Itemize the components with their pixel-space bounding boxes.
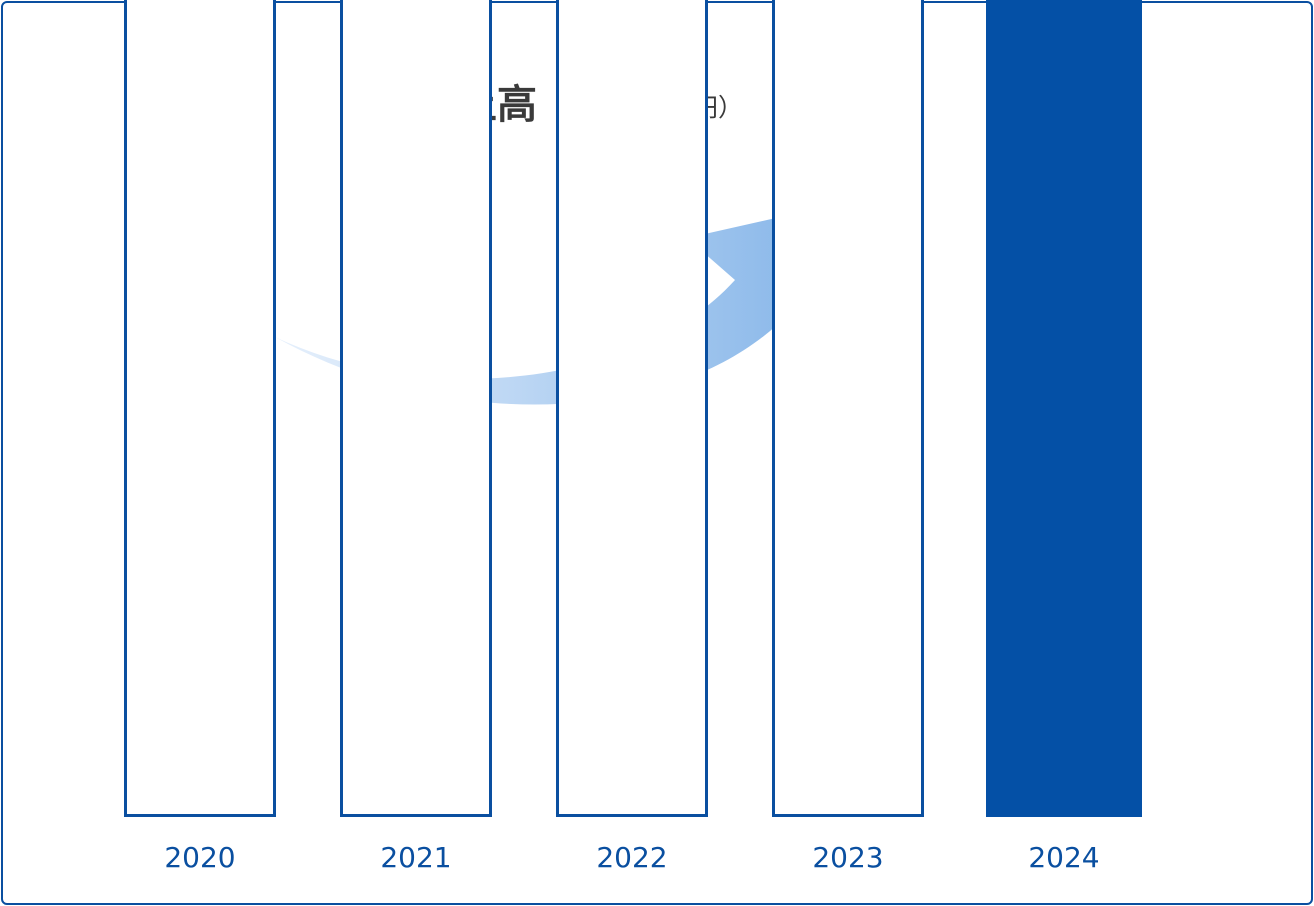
year-label-2021: 2021 [380,841,451,874]
year-label-2023: 2023 [812,841,883,874]
bar-2020 [124,0,276,817]
bar-2021 [340,0,492,817]
bars-layer: 60120205732021581202268420238032024 [124,0,1142,874]
year-label-2024: 2024 [1028,841,1099,874]
bar-2024 [986,0,1142,817]
bar-2023 [772,0,924,817]
trend-arrow-icon [275,190,900,405]
bar-2022 [556,0,708,818]
year-label-2020: 2020 [164,841,235,874]
year-label-2022: 2022 [596,841,667,874]
